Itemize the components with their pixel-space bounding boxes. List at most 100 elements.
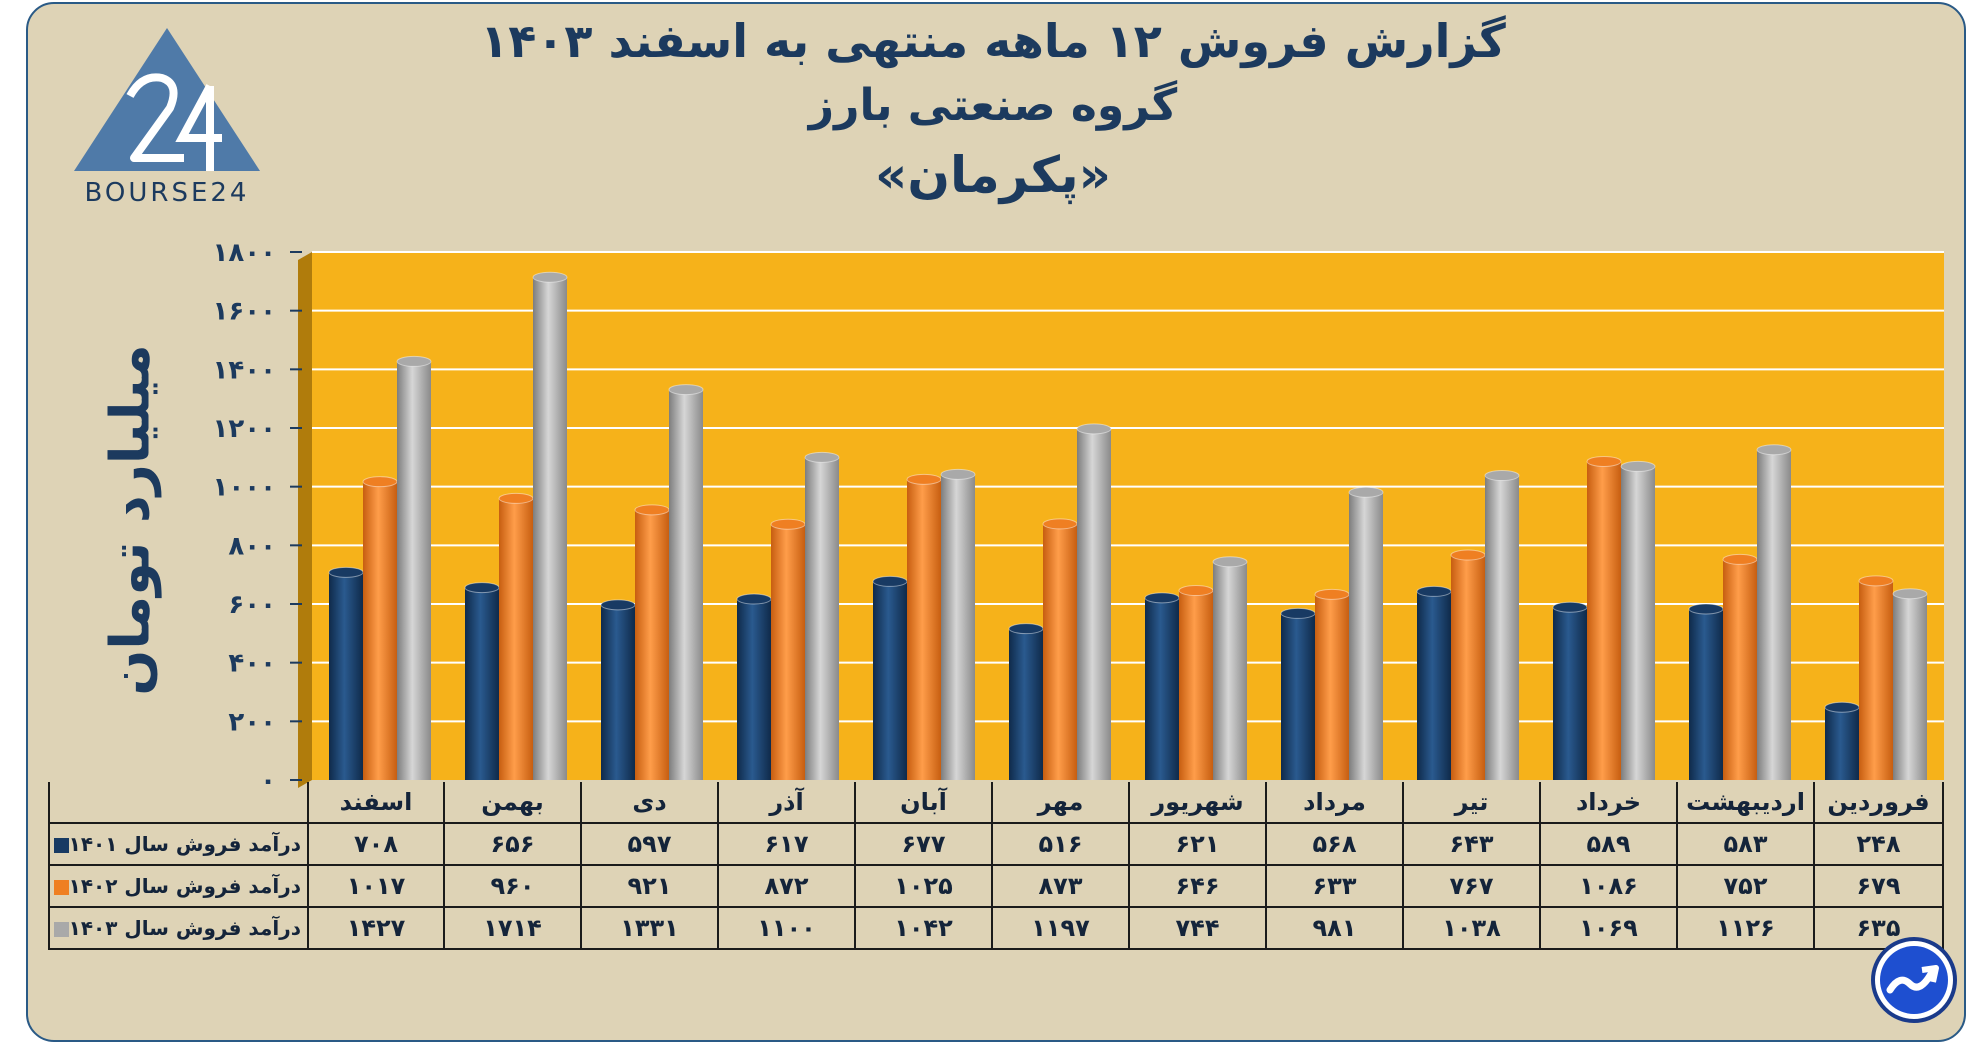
bar: [499, 498, 533, 780]
table-row: ۲۴۸ ۵۸۳ ۵۸۹ ۶۴۳ ۵۶۸ ۶۲۱ ۵۱۶ ۶۷۷ ۶۱۷ ۵۹۷ ۶۵۶ ۷۰۸ درآم…: [48, 822, 1944, 866]
bar: [1893, 593, 1927, 780]
bar: [1145, 597, 1179, 780]
table-month-header: مرداد: [1265, 782, 1404, 824]
legend-series-label: درآمد فروش سال ۱۴۰۱: [48, 822, 309, 866]
legend-series-label: درآمد فروش سال ۱۴۰۳: [48, 906, 309, 950]
bar: [805, 457, 839, 780]
bar-top: [1756, 444, 1792, 456]
table-value-cell: ۵۹۷: [580, 822, 719, 866]
bar: [1179, 590, 1213, 780]
bar-top: [940, 468, 976, 480]
bar: [533, 277, 567, 780]
bar-top: [498, 492, 534, 504]
bourse24-logo: [74, 28, 260, 171]
legend-swatch: [53, 922, 69, 937]
table-value-cell: ۵۶۸: [1265, 822, 1404, 866]
bar-top: [1280, 607, 1316, 619]
table-value-cell: ۶۴۳: [1402, 822, 1541, 866]
table-month-header: آبان: [854, 782, 993, 824]
table-month-header: اردیبهشت: [1676, 782, 1815, 824]
bar-top: [464, 582, 500, 594]
legend-series-label: درآمد فروش سال ۱۴۰۲: [48, 864, 309, 908]
bar-top: [770, 518, 806, 530]
data-table: فروردین اردیبهشت خرداد تیر مرداد شهریور مهر آبا…: [48, 782, 1944, 950]
y-tick-label: ۱۴۰۰: [213, 355, 276, 385]
table-value-cell: ۱۰۸۶: [1539, 864, 1678, 908]
table-row: ۶۳۵ ۱۱۲۶ ۱۰۶۹ ۱۰۳۸ ۹۸۱ ۷۴۴ ۱۱۹۷ ۱۰۴۲ ۱۱۰۰ ۱۳۳۱ ۱۷۱…: [48, 906, 1944, 950]
y-tick-label: ۱۶۰۰: [213, 297, 276, 327]
table-value-cell: ۱۰۴۲: [854, 906, 993, 950]
bar: [1757, 449, 1791, 780]
bar: [771, 524, 805, 780]
bar-top: [1178, 585, 1214, 597]
bar: [1723, 559, 1757, 780]
table-row: ۶۷۹ ۷۵۲ ۱۰۸۶ ۷۶۷ ۶۳۳ ۶۴۶ ۸۷۳ ۱۰۲۵ ۸۷۲ ۹۲۱ ۹۶۰ ۱۰۱۷ د…: [48, 864, 1944, 908]
chart-title: گزارش فروش ۱۲ ماهه منتهی به اسفند ۱۴۰۳: [480, 14, 1506, 68]
table-value-cell: ۷۵۲: [1676, 864, 1815, 908]
bar-top: [532, 271, 568, 283]
table-value-cell: ۵۱۶: [991, 822, 1130, 866]
table-value-cell: ۱۱۹۷: [991, 906, 1130, 950]
legend-text: درآمد فروش سال ۱۴۰۲: [68, 874, 301, 898]
table-value-cell: ۸۷۲: [717, 864, 856, 908]
table-value-cell: ۹۸۱: [1265, 906, 1404, 950]
bar: [1587, 461, 1621, 780]
bar: [1009, 628, 1043, 780]
table-value-cell: ۱۱۰۰: [717, 906, 856, 950]
bar-top: [1824, 701, 1860, 713]
table-value-cell: ۲۴۸: [1813, 822, 1944, 866]
bar-top: [1212, 556, 1248, 568]
legend-text: درآمد فروش سال ۱۴۰۳: [68, 916, 301, 940]
legend-text: درآمد فروش سال ۱۴۰۱: [68, 832, 301, 856]
table-value-cell: ۶۱۷: [717, 822, 856, 866]
bar-top: [328, 566, 364, 578]
bar: [1689, 608, 1723, 780]
bar: [737, 599, 771, 780]
table-value-cell: ۵۸۳: [1676, 822, 1815, 866]
bar-top: [804, 451, 840, 463]
bar-top: [1484, 470, 1520, 482]
table-value-cell: ۶۳۳: [1265, 864, 1404, 908]
y-tick-label: ۶۰۰: [228, 590, 276, 620]
table-month-header: بهمن: [443, 782, 582, 824]
table-value-cell: ۹۶۰: [443, 864, 582, 908]
table-month-header: دی: [580, 782, 719, 824]
legend-swatch: [53, 880, 69, 895]
bar: [1077, 428, 1111, 780]
bar-top: [1858, 575, 1894, 587]
table-value-cell: ۶۵۶: [443, 822, 582, 866]
bar: [1349, 492, 1383, 780]
bar-top: [1688, 603, 1724, 615]
bar: [397, 361, 431, 780]
table-month-header: خرداد: [1539, 782, 1678, 824]
y-tick-label: ۱۲۰۰: [213, 414, 276, 444]
table-value-cell: ۶۷۷: [854, 822, 993, 866]
bar-top: [1586, 455, 1622, 467]
bar-top: [1076, 423, 1112, 435]
bar: [1213, 561, 1247, 780]
bar-top: [1620, 460, 1656, 472]
table-value-cell: ۷۶۷: [1402, 864, 1541, 908]
bar-top: [1042, 518, 1078, 530]
bar-top: [396, 355, 432, 367]
y-tick-label: ۱۰۰۰: [213, 473, 276, 503]
bar-top: [872, 575, 908, 587]
bar: [329, 572, 363, 780]
bar: [635, 509, 669, 780]
company-name: «پکرمان»: [875, 146, 1111, 204]
bar: [465, 587, 499, 780]
bar-top: [1348, 486, 1384, 498]
table-value-cell: ۱۰۶۹: [1539, 906, 1678, 950]
bar-top: [1450, 549, 1486, 561]
legend-swatch: [53, 838, 69, 853]
table-value-cell: ۱۷۱۴: [443, 906, 582, 950]
table-value-cell: ۹۲۱: [580, 864, 719, 908]
table-value-cell: ۱۰۳۸: [1402, 906, 1541, 950]
trend-badge-icon: [1871, 937, 1957, 1023]
bar: [1043, 523, 1077, 780]
table-month-header: آذر: [717, 782, 856, 824]
bar-top: [736, 593, 772, 605]
bar: [941, 474, 975, 780]
bar: [873, 581, 907, 780]
